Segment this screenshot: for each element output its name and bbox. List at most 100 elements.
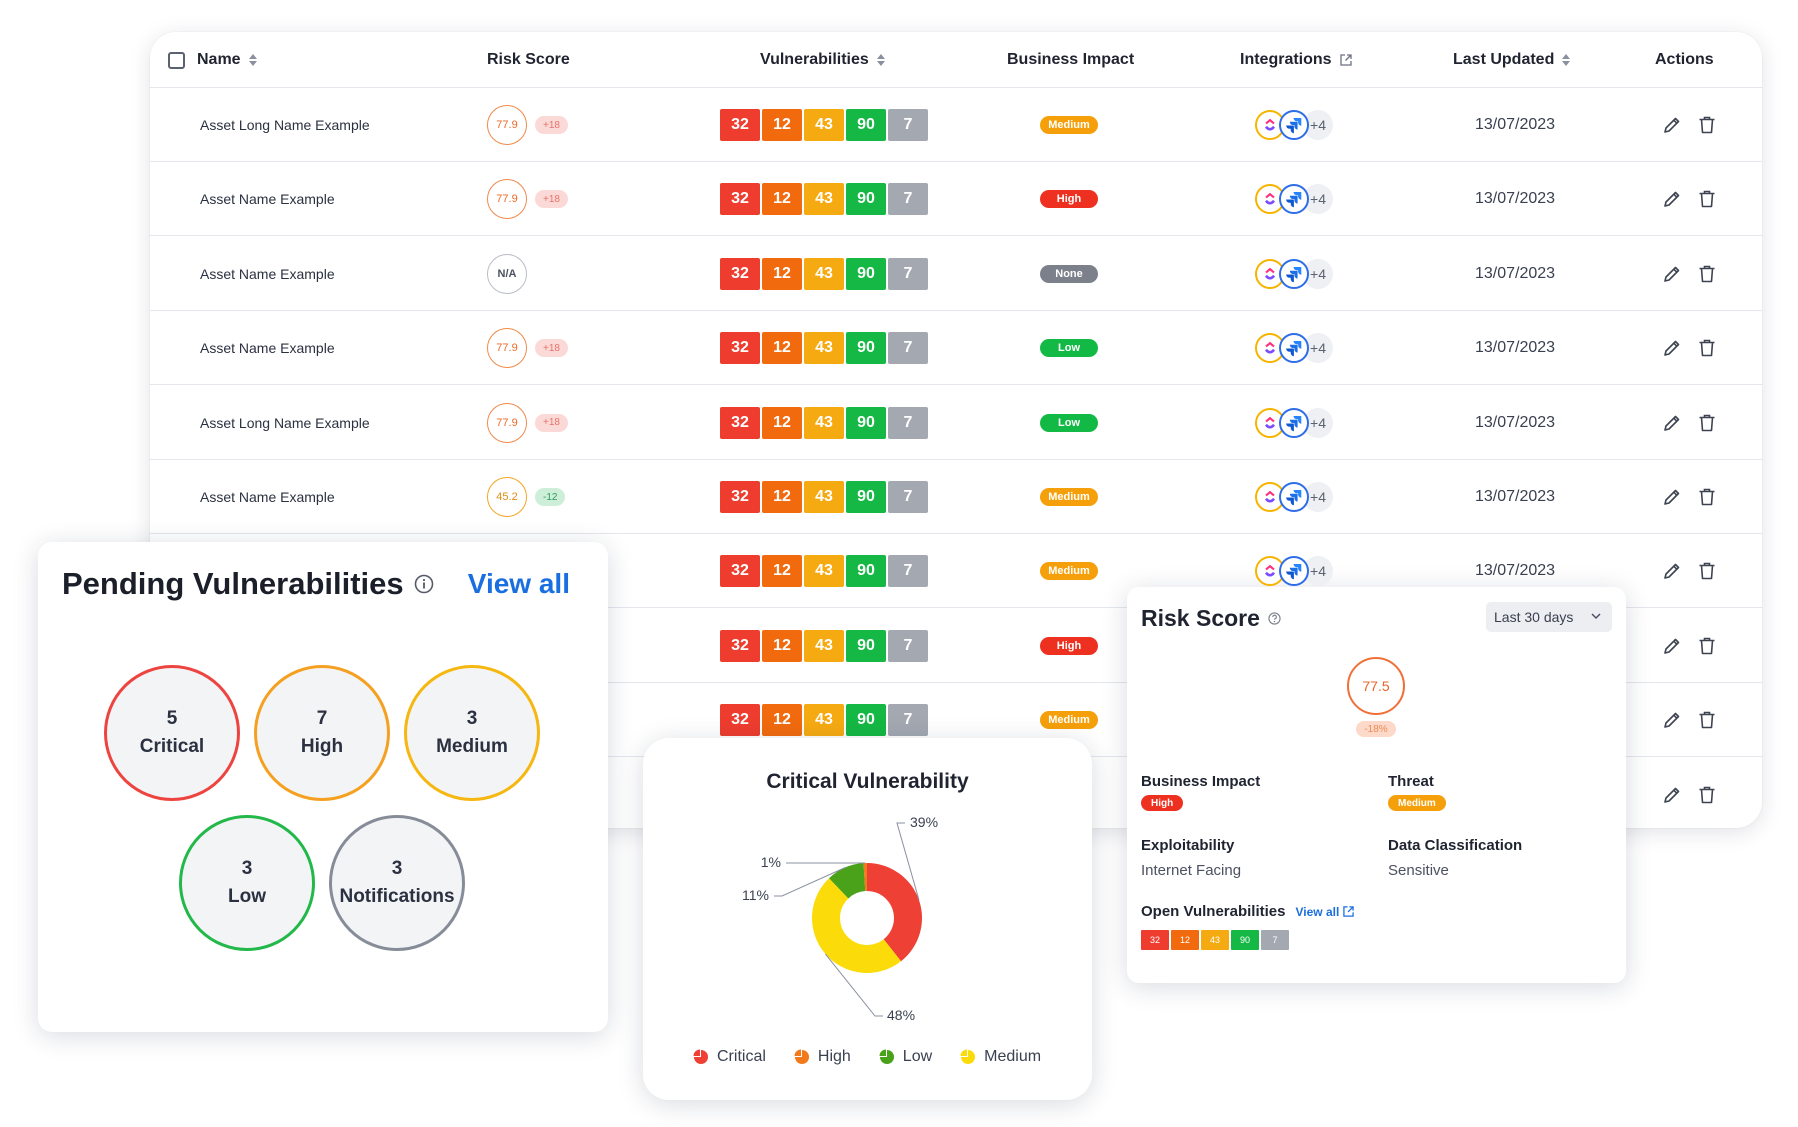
edit-icon[interactable]	[1662, 561, 1682, 581]
sort-icon[interactable]	[1562, 54, 1571, 66]
vuln-none: 7	[888, 183, 928, 216]
pending-label: Critical	[139, 736, 205, 757]
vuln-medium: 43	[804, 332, 844, 365]
table-row[interactable]: 32 12 43 90 7 Medium +4 13/07/2023	[150, 534, 1762, 609]
edit-icon[interactable]	[1662, 636, 1682, 656]
risk-score-badge: 77.9	[487, 402, 527, 443]
edit-icon[interactable]	[1662, 338, 1682, 358]
edit-icon[interactable]	[1662, 264, 1682, 284]
table-row[interactable]: Asset Long Name Example 77.9 +18 32 12 43 90 7 L…	[150, 386, 1762, 460]
delete-icon[interactable]	[1698, 785, 1716, 805]
header-last-updated-label: Last Updated	[1453, 51, 1555, 68]
header-vulnerabilities[interactable]: Vulnerabilities	[760, 32, 885, 88]
vulnerability-bar[interactable]: 32 12 43 90 7	[720, 257, 928, 290]
slice-medium[interactable]	[812, 878, 901, 973]
table-row[interactable]	[150, 758, 1762, 828]
pending-high[interactable]: 7 High	[254, 665, 390, 801]
vulnerability-bar[interactable]: 32 12 43 90 7	[720, 332, 928, 365]
table-row[interactable]: Asset Name Example N/A 32 12 43 90 7 None +4 13/…	[150, 237, 1762, 311]
external-link-icon[interactable]	[1339, 54, 1352, 66]
vulnerability-bar[interactable]: 32 12 43 90 7	[720, 406, 928, 439]
vulnerability-bar[interactable]: 32 12 43 90 7	[720, 555, 928, 588]
actions-cell	[1662, 609, 1716, 683]
slice-low[interactable]	[829, 863, 866, 899]
critical-vulnerability-card: Critical Vulnerability 39% 1% 11% 48% Criti…	[643, 738, 1092, 1100]
select-all-checkbox[interactable]	[168, 51, 185, 69]
vuln-low: 90	[846, 629, 886, 662]
asset-name[interactable]: Asset Name Example	[200, 489, 335, 505]
table-row[interactable]: Asset Long Name Example 77.9 +18 32 12 43 90 7 M…	[150, 88, 1762, 162]
help-icon[interactable]	[1268, 612, 1281, 625]
delete-icon[interactable]	[1698, 264, 1716, 284]
range-select[interactable]: Last 30 days	[1486, 602, 1612, 632]
delete-icon[interactable]	[1698, 189, 1716, 209]
vuln-high: 12	[762, 481, 802, 513]
legend-label: High	[817, 1048, 851, 1065]
asset-name[interactable]: Asset Name Example	[200, 265, 335, 282]
more-integrations-count: +4	[1303, 258, 1333, 289]
header-integrations[interactable]: Integrations	[1240, 32, 1352, 88]
delete-icon[interactable]	[1698, 487, 1716, 507]
edit-icon[interactable]	[1662, 487, 1682, 507]
slice-critical[interactable]	[867, 863, 922, 962]
integrations-group[interactable]: +4	[1255, 407, 1333, 438]
delete-icon[interactable]	[1698, 413, 1716, 433]
vuln-none: 7	[888, 555, 928, 588]
vuln-medium: 43	[804, 704, 844, 737]
vulnerability-bar[interactable]: 32 12 43 90 7	[720, 629, 928, 662]
delete-icon[interactable]	[1698, 115, 1716, 135]
header-risk-score: Risk Score	[487, 32, 570, 88]
sort-icon[interactable]	[876, 54, 885, 66]
edit-icon[interactable]	[1662, 189, 1682, 209]
pending-medium[interactable]: 3 Medium	[404, 665, 540, 801]
edit-icon[interactable]	[1662, 115, 1682, 135]
integrations-group[interactable]: +4	[1255, 556, 1333, 587]
delete-icon[interactable]	[1698, 636, 1716, 656]
info-icon[interactable]	[414, 574, 434, 594]
asset-name[interactable]: Asset Name Example	[200, 191, 335, 208]
asset-name[interactable]: Asset Name Example	[200, 340, 335, 357]
asset-name[interactable]: Asset Long Name Example	[200, 117, 370, 133]
slice-high[interactable]	[863, 863, 867, 892]
vuln-medium: 43	[804, 257, 844, 290]
vulnerability-bar[interactable]: 32 12 43 90 7	[720, 481, 928, 513]
pending-low[interactable]: 3 Low	[179, 815, 315, 951]
table-row[interactable]: 32 12 43 90 7 High	[150, 609, 1762, 683]
edit-icon[interactable]	[1662, 785, 1682, 805]
donut-chart: 39% 1% 11% 48%	[742, 814, 938, 1023]
legend-critical[interactable]: Critical	[693, 1048, 766, 1066]
pie-icon	[693, 1049, 708, 1064]
table-row[interactable]: Asset Name Example 77.9 +18 32 12 43 90 7 High +…	[150, 162, 1762, 237]
asset-name-cell: Asset Name Example	[200, 162, 335, 236]
delete-icon[interactable]	[1698, 710, 1716, 730]
integrations-group[interactable]: +4	[1255, 333, 1333, 364]
legend-medium[interactable]: Medium	[960, 1048, 1041, 1066]
table-row[interactable]: Asset Name Example 45.2 -12 32 12 43 90 7 Medium…	[150, 460, 1762, 534]
edit-icon[interactable]	[1662, 710, 1682, 730]
vulnerability-bar[interactable]: 32 12 43 90 7	[720, 109, 928, 141]
vuln-none: 7	[888, 704, 928, 737]
edit-icon[interactable]	[1662, 413, 1682, 433]
legend-high[interactable]: High	[794, 1048, 851, 1066]
delete-icon[interactable]	[1698, 338, 1716, 358]
header-name[interactable]: Name	[168, 32, 257, 88]
legend-low[interactable]: Low	[879, 1048, 932, 1066]
integrations-group[interactable]: +4	[1255, 258, 1333, 289]
table-row[interactable]: Asset Name Example 77.9 +18 32 12 43 90 7 Low +4…	[150, 311, 1762, 386]
vulnerability-bar[interactable]: 32 12 43 90 7	[720, 704, 928, 737]
integrations-group[interactable]: +4	[1255, 110, 1333, 140]
label-low: 11%	[742, 887, 769, 903]
pending-critical[interactable]: 5 Critical	[104, 665, 240, 801]
header-last-updated[interactable]: Last Updated	[1453, 32, 1571, 88]
view-all-link[interactable]: View all	[467, 568, 570, 599]
vulnerability-bar[interactable]: 32 12 43 90 7	[720, 183, 928, 216]
jira-icon	[1279, 556, 1309, 587]
integrations-group[interactable]: +4	[1255, 482, 1333, 512]
asset-name[interactable]: Asset Long Name Example	[200, 414, 370, 431]
sort-icon[interactable]	[248, 54, 257, 66]
header-integrations-label: Integrations	[1240, 51, 1332, 68]
open-view-all-link[interactable]: View all	[1295, 905, 1355, 919]
delete-icon[interactable]	[1698, 561, 1716, 581]
pending-notifications[interactable]: 3 Notifications	[329, 815, 465, 951]
integrations-group[interactable]: +4	[1255, 184, 1333, 215]
